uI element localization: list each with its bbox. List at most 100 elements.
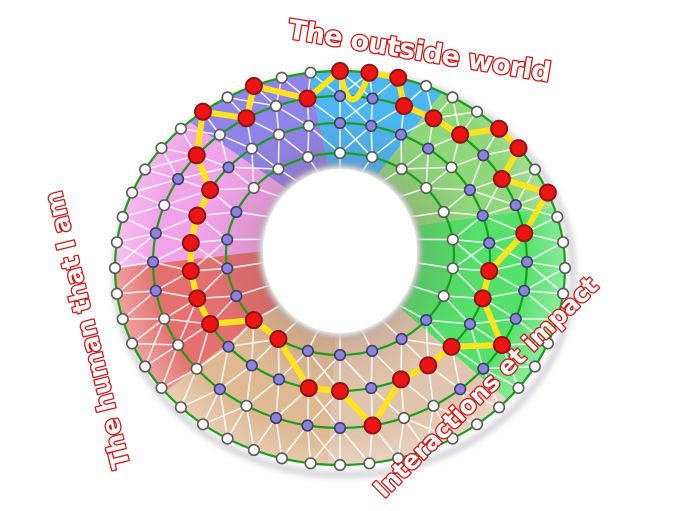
node-white [240,399,253,412]
mesh-line [452,214,484,241]
node-white [528,360,542,373]
node-red [201,315,220,333]
mesh-line [281,425,309,459]
node-white [446,91,459,104]
node-white [304,457,317,470]
node-purple [509,312,522,325]
node-red [201,181,220,199]
mesh-line [443,295,471,325]
node-white [158,312,171,325]
node-red [392,370,410,389]
mesh-line [132,342,179,346]
node-white [333,146,347,160]
node-purple [463,183,477,197]
generated-diagram-layers [108,62,577,479]
node-red [419,356,438,375]
node-white [110,287,123,300]
node-purple [333,348,347,362]
mesh-line [482,367,519,389]
node-white [445,161,458,174]
node-purple [520,255,534,269]
node-white [272,162,285,176]
mesh-line [339,427,371,464]
mesh-line [131,318,165,345]
mesh-line [219,364,253,390]
node-white [247,443,260,457]
mesh-line [245,365,253,406]
mesh-line [253,417,277,451]
node-white [470,105,484,118]
node-red [363,416,382,435]
node-white [437,289,450,303]
node-red [492,336,511,354]
mesh-line [227,261,264,270]
node-white [245,142,258,155]
node-white [556,236,570,249]
node-purple [394,128,408,141]
node-purple [509,199,522,212]
mesh-line [160,344,179,389]
node-red [480,262,499,280]
node-purple [476,209,489,222]
node-red [451,125,470,144]
mesh-line [306,424,341,466]
node-red [389,68,408,87]
mesh-line [459,388,500,409]
node-red [442,337,461,356]
node-white [110,236,123,249]
mesh-line [114,232,157,269]
node-purple [463,317,477,331]
node-red [181,262,200,280]
mesh-line [526,261,566,269]
node-purple [365,382,378,395]
node-white [304,66,317,79]
node-white [116,210,129,224]
node-red [331,382,349,400]
mesh-line [245,405,255,451]
node-red [299,379,318,398]
mesh-line [433,405,478,426]
node-white [392,452,405,465]
mesh-line [526,241,564,263]
node-white [272,128,286,141]
mesh-line [219,389,229,439]
node-white [174,122,187,135]
mesh-line [144,344,179,368]
node-white [420,443,433,457]
node-white [221,91,234,104]
mesh-line [526,261,564,295]
node-white [420,181,433,194]
nodes [108,62,572,472]
mesh-line [371,133,402,158]
node-white [541,337,555,350]
node-white [493,401,506,414]
donut-hole [258,164,422,338]
node-red [473,289,492,308]
node-purple [395,332,408,346]
node-purple [221,262,234,275]
node-white [108,261,122,275]
mesh-line [403,417,453,440]
node-purple [172,172,185,186]
mesh-line [122,216,157,234]
node-purple [149,227,162,240]
node-white [172,338,185,352]
mesh-line [370,350,373,389]
node-purple [454,383,467,396]
mesh-line [202,388,221,425]
node-white [363,457,376,470]
node-white [528,163,542,176]
mesh-line [116,241,154,263]
node-white [155,142,168,155]
mesh-line [122,204,165,218]
node-white [196,418,210,431]
mesh-line [523,267,566,292]
node-purple [272,373,286,386]
node-red [538,183,557,202]
node-purple [222,340,235,353]
mesh-line [469,155,485,191]
node-purple [301,344,315,358]
mesh-line [275,379,280,419]
node-white [126,337,139,350]
